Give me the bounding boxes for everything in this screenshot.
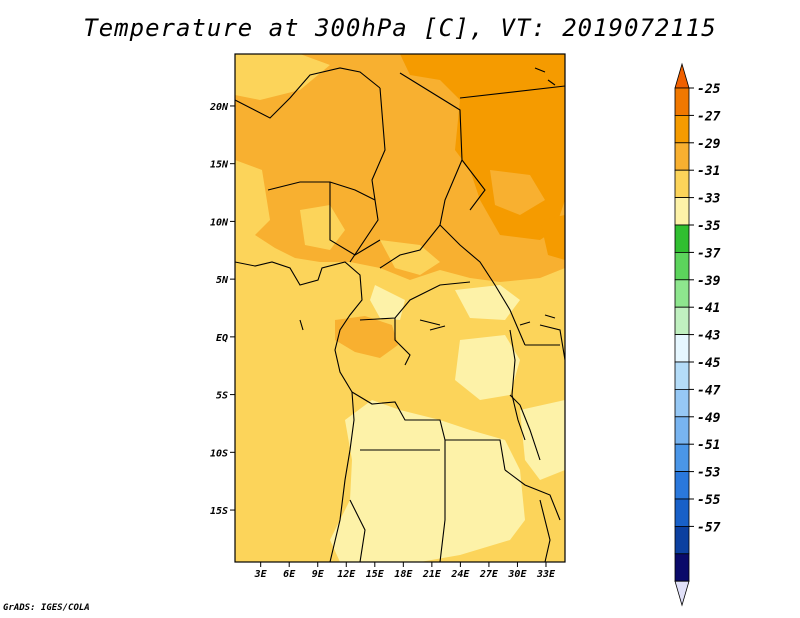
colorbar-label: -43 xyxy=(697,329,721,344)
x-tick-label: 18E xyxy=(394,569,413,580)
colorbar-swatch xyxy=(674,306,690,336)
colorbar-swatch xyxy=(674,361,690,390)
colorbar-label: -29 xyxy=(697,137,721,152)
colorbar-swatch xyxy=(674,553,690,582)
x-tick-label: 24E xyxy=(450,569,470,580)
colorbar-swatch xyxy=(674,279,690,308)
colorbar-label: -35 xyxy=(697,219,721,234)
colorbar: -25 -27 -29 -31 -33 -35 -37 -39 -41 -43 -45 -47 -49 -… xyxy=(674,62,721,607)
grads-credit: GrADS: IGES/COLA xyxy=(3,603,90,613)
colorbar-label: -45 xyxy=(697,356,721,371)
colorbar-label: -51 xyxy=(697,438,720,453)
colorbar-label: -55 xyxy=(697,493,721,508)
colorbar-label: -57 xyxy=(697,520,721,535)
colorbar-label: -27 xyxy=(697,109,721,124)
temperature-field xyxy=(235,54,565,562)
x-tick-label: 15E xyxy=(366,569,385,580)
y-tick-label: 15S xyxy=(210,506,228,517)
colorbar-swatch xyxy=(674,197,690,226)
x-tick-label: 12E xyxy=(337,569,356,580)
x-axis: 3E 6E 9E 12E 15E 18E 21E 24E 27E 30E 33E xyxy=(254,562,556,580)
colorbar-label: -31 xyxy=(697,164,720,179)
colorbar-label: -41 xyxy=(697,301,720,316)
colorbar-swatch xyxy=(674,224,690,253)
colorbar-bottom-arrow xyxy=(674,580,690,607)
x-tick-label: 21E xyxy=(422,569,442,580)
colorbar-swatch xyxy=(674,388,690,418)
x-tick-label: 30E xyxy=(507,569,527,580)
y-axis: 20N 15N 10N 5N EQ 5S 10S 15S xyxy=(209,102,235,517)
colorbar-label: -47 xyxy=(697,383,721,398)
colorbar-label: -49 xyxy=(697,411,721,426)
colorbar-swatch xyxy=(674,87,690,116)
x-tick-label: 9E xyxy=(312,569,325,580)
x-tick-label: 3E xyxy=(254,569,268,580)
colorbar-swatch xyxy=(674,471,690,500)
colorbar-swatch xyxy=(674,416,690,445)
colorbar-label: -39 xyxy=(697,274,721,289)
y-tick-label: EQ xyxy=(216,333,228,344)
colorbar-swatch xyxy=(674,251,690,281)
y-tick-label: 10N xyxy=(210,217,229,228)
colorbar-label: -33 xyxy=(697,192,721,207)
x-tick-label: 27E xyxy=(479,569,499,580)
y-tick-label: 20N xyxy=(209,102,229,113)
colorbar-swatch xyxy=(674,443,690,473)
y-tick-label: 5N xyxy=(216,275,229,286)
y-tick-label: 10S xyxy=(210,448,228,459)
x-tick-label: 33E xyxy=(536,569,556,580)
colorbar-label: -25 xyxy=(697,82,721,97)
colorbar-label: -37 xyxy=(697,246,721,261)
colorbar-label: -53 xyxy=(697,466,721,481)
colorbar-swatch xyxy=(674,142,690,171)
colorbar-swatch xyxy=(674,115,690,144)
colorbar-swatch xyxy=(674,498,690,527)
colorbar-swatch xyxy=(674,169,690,198)
map-frame xyxy=(234,53,566,563)
colorbar-swatch xyxy=(674,334,690,363)
country-borders xyxy=(235,67,565,562)
chart-title: Temperature at 300hPa [C], VT: 201907211… xyxy=(83,14,717,42)
x-tick-label: 6E xyxy=(283,569,296,580)
colorbar-top-arrow xyxy=(674,62,690,89)
colorbar-swatch xyxy=(674,526,690,555)
y-tick-label: 15N xyxy=(210,160,229,171)
y-tick-label: 5S xyxy=(216,391,228,402)
